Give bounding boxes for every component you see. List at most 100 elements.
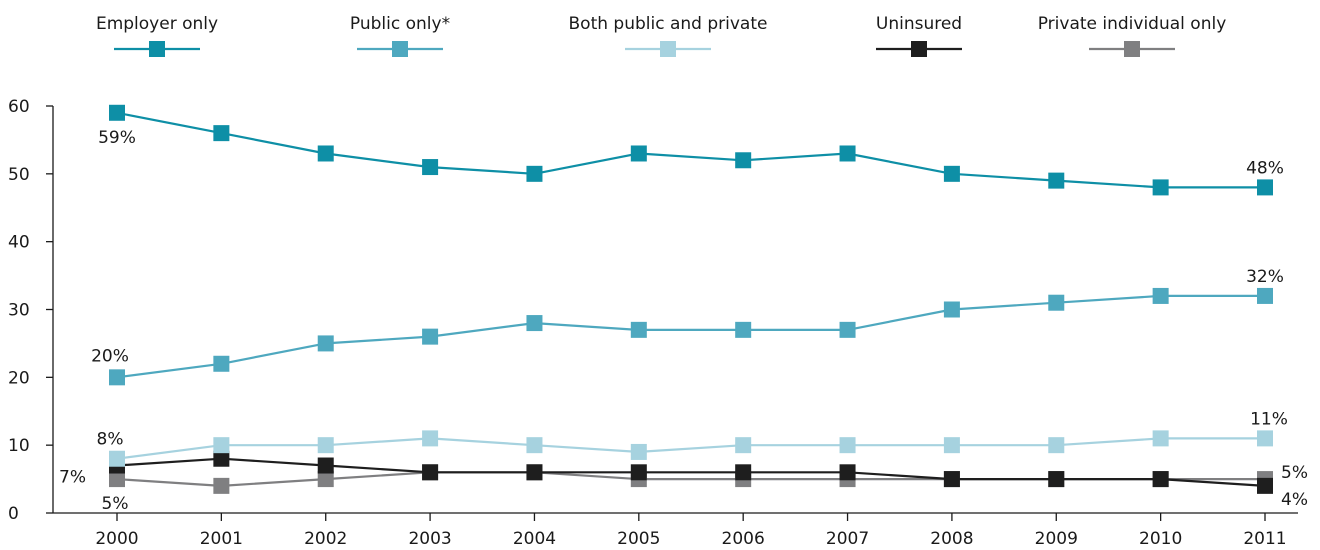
x-tick-label: 2004 bbox=[513, 529, 556, 549]
y-tick-label: 20 bbox=[8, 368, 30, 388]
series-line bbox=[116, 437, 1265, 460]
data-label: 7% bbox=[59, 468, 86, 488]
data-point bbox=[1257, 179, 1273, 196]
data-point bbox=[1048, 172, 1065, 189]
data-point bbox=[1152, 430, 1169, 447]
series-line bbox=[116, 111, 1265, 189]
data-point bbox=[422, 430, 439, 447]
data-point bbox=[1152, 287, 1169, 304]
legend-label: Both public and private bbox=[569, 14, 768, 34]
data-point bbox=[109, 471, 125, 488]
data-point bbox=[735, 464, 752, 481]
x-tick-label: 2001 bbox=[200, 529, 243, 549]
series-3 bbox=[109, 450, 1273, 494]
legend-label: Private individual only bbox=[1038, 14, 1227, 34]
data-point bbox=[943, 437, 960, 454]
x-tick-label: 2006 bbox=[722, 529, 765, 549]
data-point bbox=[1048, 437, 1065, 454]
data-point bbox=[422, 159, 439, 176]
data-point bbox=[1048, 294, 1065, 311]
data-label: 4% bbox=[1281, 490, 1308, 510]
legend-marker bbox=[392, 41, 408, 57]
data-point bbox=[317, 335, 334, 352]
series-line bbox=[116, 294, 1265, 379]
y-tick-label: 0 bbox=[8, 504, 19, 524]
series-0 bbox=[109, 104, 1273, 196]
data-point bbox=[109, 104, 125, 121]
data-point bbox=[630, 145, 647, 162]
x-tick-label: 2002 bbox=[304, 529, 347, 549]
data-point bbox=[735, 437, 752, 454]
data-point bbox=[943, 301, 960, 318]
data-point bbox=[317, 145, 334, 162]
series-line bbox=[116, 457, 1266, 487]
data-point bbox=[317, 457, 334, 474]
legend: Employer only Public only* Both public and… bbox=[96, 14, 1226, 57]
series-1 bbox=[109, 287, 1273, 386]
x-tick-label: 2011 bbox=[1243, 529, 1286, 549]
legend-marker bbox=[1124, 41, 1140, 57]
x-tick-label: 2010 bbox=[1139, 529, 1182, 549]
data-point bbox=[213, 125, 230, 142]
y-tick-label: 10 bbox=[8, 436, 30, 456]
axes: 0 10 20 30 40 50 60 2000 2001 2002 2003 2004 2005 200… bbox=[8, 97, 1298, 549]
data-point bbox=[317, 437, 334, 454]
legend-label: Uninsured bbox=[876, 14, 962, 34]
x-tick-label: 2000 bbox=[95, 529, 138, 549]
data-point bbox=[630, 321, 647, 338]
data-label: 20% bbox=[91, 346, 129, 366]
legend-label: Employer only bbox=[96, 14, 218, 34]
data-point bbox=[109, 369, 125, 386]
legend-label: Public only* bbox=[350, 14, 450, 34]
legend-marker bbox=[660, 41, 676, 57]
data-point bbox=[943, 471, 960, 488]
series-layer bbox=[109, 104, 1273, 494]
data-point bbox=[213, 450, 230, 467]
y-tick-label: 40 bbox=[8, 233, 30, 253]
data-point bbox=[526, 165, 543, 182]
data-label: 48% bbox=[1246, 158, 1284, 178]
data-point bbox=[526, 437, 543, 454]
data-point bbox=[422, 464, 439, 481]
x-tick-label: 2005 bbox=[617, 529, 660, 549]
data-label: 59% bbox=[98, 128, 136, 148]
data-point bbox=[839, 321, 856, 338]
data-point bbox=[943, 165, 960, 182]
data-point bbox=[213, 355, 230, 372]
data-point bbox=[630, 464, 647, 481]
data-point bbox=[1257, 287, 1273, 304]
data-point bbox=[839, 437, 856, 454]
data-point bbox=[213, 477, 230, 494]
data-point bbox=[213, 437, 230, 454]
y-tick-label: 30 bbox=[8, 301, 30, 321]
data-label: 32% bbox=[1246, 267, 1284, 287]
x-tick-label: 2003 bbox=[408, 529, 451, 549]
annotation-layer: 59% 48% 20% 32% 8% 11% 7% 4% 5% 5% bbox=[59, 128, 1308, 514]
x-tick-label: 2008 bbox=[930, 529, 973, 549]
data-point bbox=[839, 145, 856, 162]
y-tick-label: 60 bbox=[8, 97, 30, 117]
data-point bbox=[109, 450, 125, 467]
data-point bbox=[526, 315, 543, 332]
data-point bbox=[1257, 477, 1273, 494]
data-point bbox=[839, 464, 856, 481]
series-2 bbox=[109, 430, 1273, 467]
data-label: 5% bbox=[102, 494, 129, 514]
data-point bbox=[1048, 471, 1065, 488]
x-tick-label: 2009 bbox=[1035, 529, 1078, 549]
data-point bbox=[735, 321, 752, 338]
legend-marker bbox=[911, 41, 927, 57]
y-tick-label: 50 bbox=[8, 165, 30, 185]
data-label: 5% bbox=[1281, 463, 1308, 483]
data-point bbox=[1257, 430, 1273, 447]
data-label: 8% bbox=[97, 430, 124, 450]
data-point bbox=[1152, 179, 1169, 196]
x-tick-label: 2007 bbox=[826, 529, 869, 549]
data-point bbox=[317, 471, 334, 488]
data-point bbox=[735, 152, 752, 169]
data-point bbox=[1152, 471, 1169, 488]
data-point bbox=[630, 443, 647, 460]
data-label: 11% bbox=[1250, 409, 1288, 429]
legend-marker bbox=[149, 41, 165, 57]
